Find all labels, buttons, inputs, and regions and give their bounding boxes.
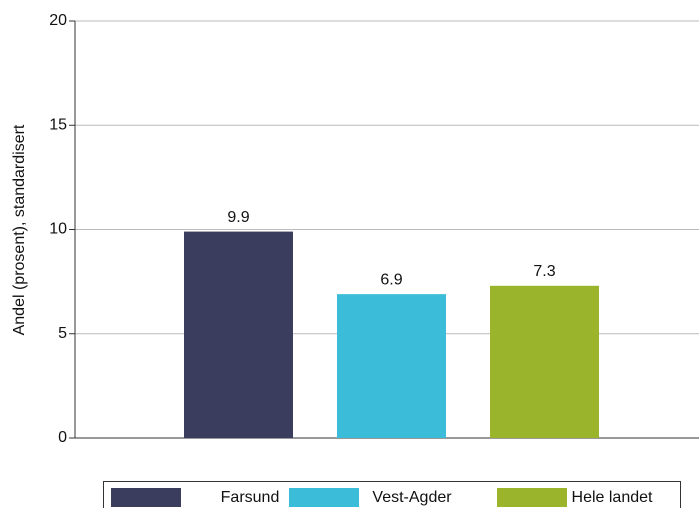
- y-tick-label: 10: [49, 221, 67, 238]
- legend-swatch: [111, 488, 181, 507]
- legend-label: Farsund: [221, 489, 280, 506]
- data-label: 9.9: [227, 209, 249, 226]
- data-label: 6.9: [380, 271, 402, 288]
- bar: [337, 294, 446, 438]
- y-tick-label: 20: [49, 12, 67, 29]
- y-tick-label: 5: [58, 325, 67, 342]
- y-tick-label: 0: [58, 429, 67, 446]
- legend-label: Hele landet: [572, 489, 654, 506]
- data-label: 7.3: [533, 263, 555, 280]
- y-axis-label: Andel (prosent), standardisert: [11, 124, 28, 335]
- bar: [184, 231, 293, 438]
- legend-box: [103, 481, 681, 513]
- bar: [490, 285, 599, 438]
- y-tick-label: 15: [49, 116, 67, 133]
- legend-swatch: [289, 488, 359, 507]
- legend-swatch: [497, 488, 567, 507]
- legend-label: Vest-Agder: [372, 489, 452, 506]
